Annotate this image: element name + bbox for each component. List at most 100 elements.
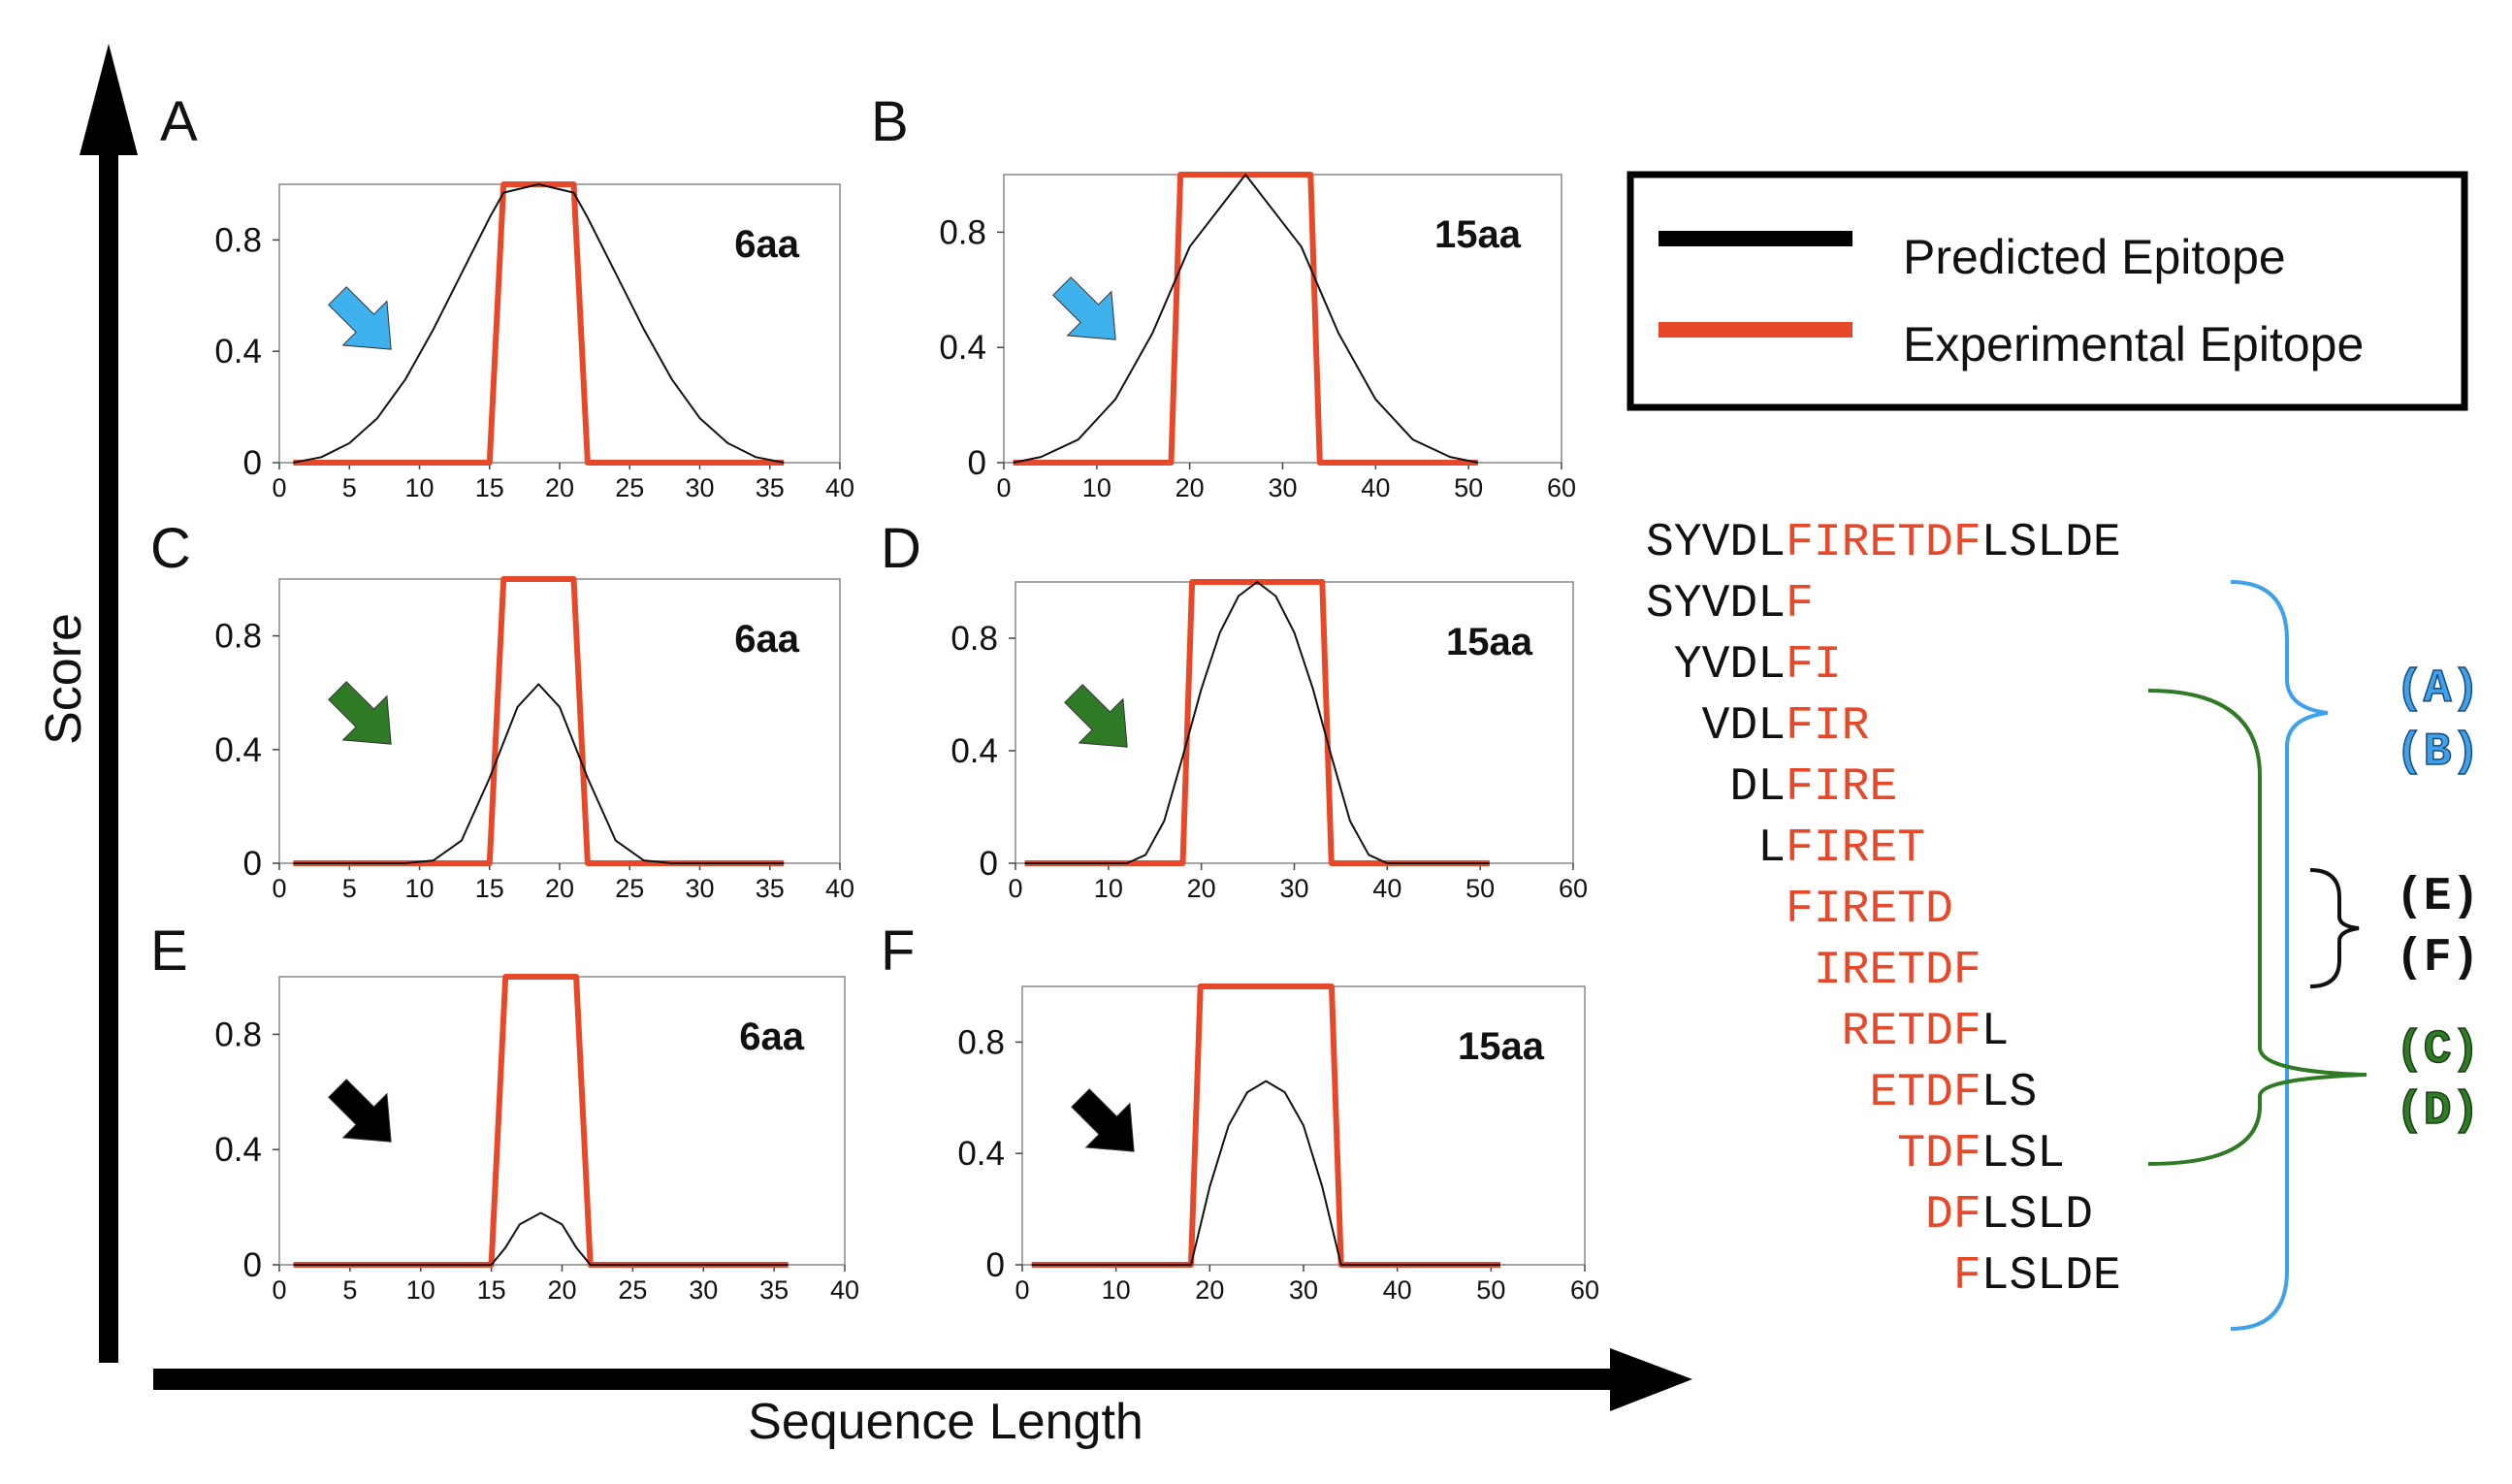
x-tick-label: 40 bbox=[1361, 473, 1390, 502]
x-tick-label: 60 bbox=[1559, 874, 1588, 903]
panel-letter: A bbox=[160, 90, 198, 153]
blue-bracket bbox=[2230, 580, 2329, 1331]
sequence-epitope: RETDF bbox=[1842, 1006, 1981, 1058]
peptide-length-tag: 15aa bbox=[1458, 1025, 1545, 1068]
sequence-epitope: IRETDF bbox=[1814, 945, 1981, 997]
bracket-labels-green: (C) (D) bbox=[2395, 1023, 2480, 1139]
sequence-epitope: TDF bbox=[1897, 1128, 1981, 1180]
sequence-epitope: FIRET bbox=[1786, 823, 1925, 875]
black-arrow bbox=[1071, 1088, 1135, 1152]
sequence-flank-right: L bbox=[1981, 1006, 2010, 1058]
x-tick-label: 0 bbox=[272, 473, 286, 502]
x-tick-label: 40 bbox=[1383, 1275, 1412, 1305]
sequence-flank-left: VDL bbox=[1646, 700, 1786, 753]
y-tick-label: 0.8 bbox=[214, 221, 262, 259]
sequence-line: ETDFLS bbox=[1646, 1067, 2037, 1119]
sequence-line: TDFLSL bbox=[1646, 1128, 2065, 1180]
x-tick-label: 10 bbox=[1082, 473, 1111, 502]
predicted-epitope-line bbox=[1013, 174, 1479, 464]
sequence-line: SYVDLF bbox=[1646, 578, 1814, 630]
sequence-flank-right: LSLD bbox=[1981, 1189, 2093, 1242]
label-c: (C) bbox=[2396, 1024, 2479, 1077]
peptide-length-tag: 6aa bbox=[739, 1016, 804, 1058]
y-axis-arrow bbox=[80, 44, 138, 1363]
panel-e: E 0 5 10 15 20 25 30 35 40 0 0.4 0.8 6aa bbox=[150, 919, 859, 1305]
sequence-line: FIRETD bbox=[1646, 884, 1953, 936]
sequence-flank-left bbox=[1646, 1189, 1925, 1242]
sequence-flank-left bbox=[1646, 884, 1786, 936]
black-arrow bbox=[328, 1079, 392, 1143]
x-axis-title: Sequence Length bbox=[748, 1394, 1143, 1450]
sequence-epitope: FIRE bbox=[1786, 761, 1897, 814]
panel-letter: C bbox=[150, 517, 191, 580]
peptide-length-tag: 6aa bbox=[734, 223, 799, 266]
sequence-flank-right: LS bbox=[1981, 1067, 2038, 1119]
x-tick-label: 30 bbox=[1279, 874, 1308, 903]
sequence-line: FLSLDE bbox=[1646, 1250, 2121, 1303]
sequence-flank-left bbox=[1646, 1067, 1869, 1119]
sequence-epitope: FIR bbox=[1786, 700, 1869, 753]
panel-b: B 0 10 20 30 40 50 60 0 0.4 0.8 15aa bbox=[871, 90, 1576, 502]
label-a: (A) bbox=[2396, 663, 2479, 716]
x-tick-label: 20 bbox=[1195, 1275, 1224, 1305]
x-tick-label: 10 bbox=[404, 874, 434, 903]
peptide-length-tag: 6aa bbox=[734, 618, 799, 661]
x-tick-label: 20 bbox=[547, 1275, 576, 1305]
bracket-labels-blue: (A) (B) bbox=[2395, 662, 2480, 780]
predicted-epitope-line bbox=[293, 683, 785, 864]
y-tick-label: 0 bbox=[968, 444, 986, 482]
y-tick-label: 0.4 bbox=[214, 333, 262, 371]
label-f: (F) bbox=[2396, 932, 2479, 984]
panel-c: C 0 5 10 15 20 25 30 35 40 0 0.4 0.8 6aa bbox=[150, 517, 854, 903]
panel-letter: F bbox=[881, 919, 915, 983]
sequence-epitope: FIRETD bbox=[1786, 884, 1953, 936]
x-tick-label: 40 bbox=[1372, 874, 1401, 903]
y-tick-label: 0 bbox=[243, 444, 262, 482]
predicted-epitope-line bbox=[1031, 1080, 1500, 1266]
sequence-line: DLFIRE bbox=[1646, 761, 1897, 814]
sequence-line: DFLSLD bbox=[1646, 1189, 2093, 1242]
sequence-line: SYVDLFIRETDFLSLDE bbox=[1646, 517, 2121, 569]
x-tick-label: 20 bbox=[545, 473, 574, 502]
x-tick-label: 5 bbox=[342, 1275, 357, 1305]
sequence-line: RETDFL bbox=[1646, 1006, 2009, 1058]
legend-box bbox=[1626, 171, 2468, 411]
x-tick-label: 10 bbox=[1094, 874, 1123, 903]
bracket-labels-black: (E) (F) bbox=[2396, 871, 2479, 984]
y-tick-label: 0.8 bbox=[939, 213, 986, 251]
sequence-flank-left bbox=[1646, 1128, 1897, 1180]
panel-letter: D bbox=[881, 517, 921, 580]
black-bracket bbox=[2309, 868, 2360, 988]
y-tick-label: 0 bbox=[980, 845, 998, 883]
sequence-epitope: DF bbox=[1925, 1189, 1981, 1242]
sequence-flank-left: DL bbox=[1646, 761, 1786, 814]
x-tick-label: 50 bbox=[1476, 1275, 1505, 1305]
panel-a: A 0 5 10 15 20 25 30 35 40 0 0.4 0.8 6aa bbox=[160, 90, 854, 502]
label-e: (E) bbox=[2396, 871, 2479, 923]
peptide-length-tag: 15aa bbox=[1434, 213, 1522, 256]
panel-letter: B bbox=[871, 90, 909, 153]
panel-letter: E bbox=[150, 919, 188, 983]
x-tick-label: 30 bbox=[1268, 473, 1297, 502]
x-tick-label: 15 bbox=[477, 1275, 506, 1305]
x-tick-label: 15 bbox=[475, 874, 504, 903]
sequence-flank-left: SYVDL bbox=[1646, 517, 1786, 569]
x-tick-label: 0 bbox=[272, 874, 286, 903]
chart-panels: A 0 5 10 15 20 25 30 35 40 0 0.4 0.8 6aa B 0 10 20 30 40 50 6… bbox=[150, 90, 1599, 1305]
x-tick-label: 10 bbox=[406, 1275, 435, 1305]
peptide-length-tag: 15aa bbox=[1446, 621, 1533, 663]
x-tick-label: 30 bbox=[685, 874, 714, 903]
legend: Predicted Epitope Experimental Epitope bbox=[1626, 171, 2468, 411]
sequence-epitope: F bbox=[1953, 1250, 1981, 1303]
x-tick-label: 25 bbox=[618, 1275, 647, 1305]
sequence-line: LFIRET bbox=[1646, 823, 1925, 875]
panel-d: D 0 10 20 30 40 50 60 0 0.4 0.8 15aa bbox=[881, 517, 1588, 903]
predicted-epitope-line bbox=[1024, 581, 1490, 864]
y-tick-label: 0.4 bbox=[214, 1131, 262, 1169]
sequence-line: VDLFIR bbox=[1646, 700, 1869, 753]
y-tick-label: 0.4 bbox=[939, 329, 986, 367]
x-tick-label: 10 bbox=[1102, 1275, 1131, 1305]
x-tick-label: 35 bbox=[756, 473, 785, 502]
x-tick-label: 60 bbox=[1547, 473, 1576, 502]
